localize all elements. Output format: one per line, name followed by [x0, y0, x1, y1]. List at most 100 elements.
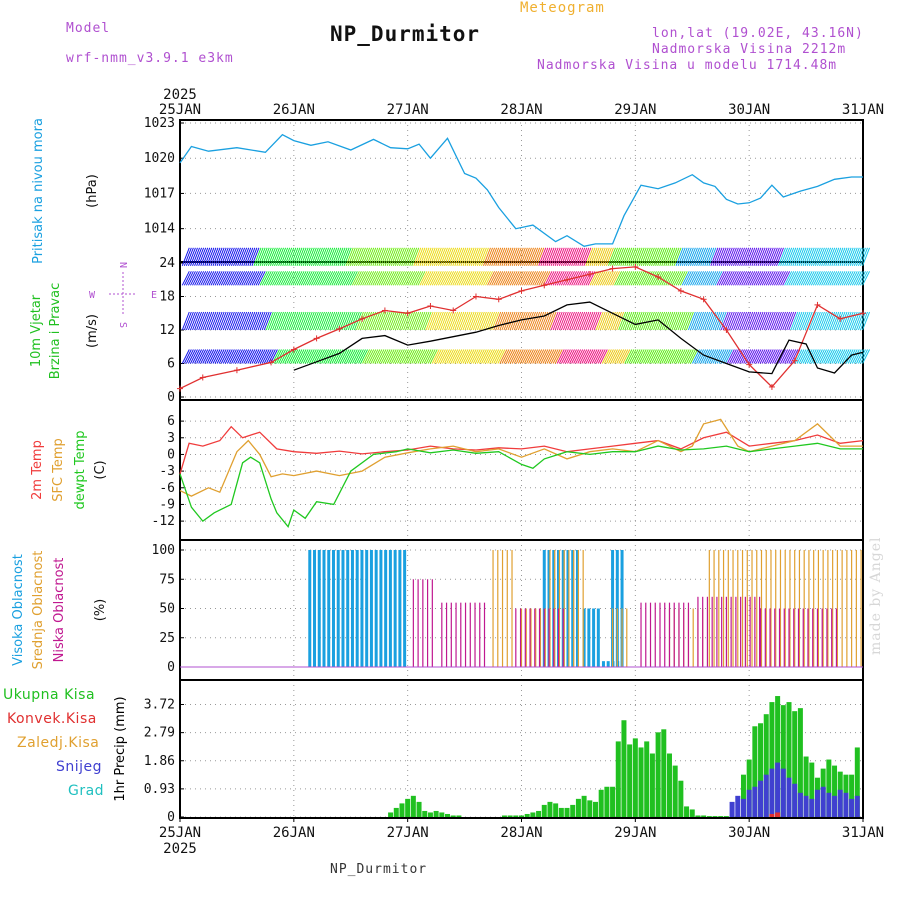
wind-barb	[329, 271, 338, 286]
wind-barb	[480, 271, 489, 286]
wind-barb	[769, 311, 778, 331]
wind-barb	[782, 349, 791, 364]
wind-barb	[505, 311, 514, 331]
wind-barb	[218, 349, 227, 364]
wind-barb	[853, 247, 862, 266]
precip-bar-ukupna kisa	[553, 803, 559, 817]
wind-barb	[237, 247, 246, 266]
wind-barb	[280, 349, 289, 364]
wind-barb	[796, 271, 805, 286]
wind-barb	[630, 311, 639, 331]
wind-barb	[810, 349, 819, 364]
wind-barb	[214, 271, 223, 286]
wind-barb	[296, 349, 305, 364]
wind-barb	[323, 271, 332, 286]
wind-barb	[433, 247, 442, 266]
wind-barb	[542, 311, 551, 331]
wind-barb	[364, 349, 373, 364]
wind-barb	[521, 271, 530, 286]
wind-barb	[271, 247, 280, 266]
precip-bar-ukupna kisa	[598, 789, 604, 817]
wind-barb	[427, 247, 436, 266]
wind-barb	[862, 247, 871, 266]
wind-barb	[306, 271, 315, 286]
wind-barb	[257, 247, 266, 266]
wind-barb	[747, 311, 756, 331]
wind-barb	[831, 247, 840, 266]
wind-barb	[640, 311, 649, 331]
wind-barb	[552, 349, 561, 364]
wind-barb	[839, 349, 848, 364]
wind-barb	[790, 247, 799, 266]
wind-barb	[448, 311, 457, 331]
precip-bar-ukupna kisa	[621, 720, 627, 817]
wind-barb	[390, 311, 399, 331]
wind-barb	[321, 311, 330, 331]
wind-barb	[204, 311, 213, 331]
precip-bar-ukupna kisa	[701, 815, 707, 817]
wind-barb	[423, 349, 432, 364]
temperature-ylabel: dewpt Temp	[73, 430, 88, 509]
wind-barb	[355, 349, 364, 364]
wind-barb	[521, 349, 530, 364]
wind-barb	[347, 349, 356, 364]
wind-barb	[685, 349, 694, 364]
wind-barb	[681, 349, 690, 364]
wind-barb	[739, 311, 748, 331]
wind-ylabel: 10m Vjetar	[29, 294, 44, 367]
wind-barb	[577, 247, 586, 266]
wind-barb	[794, 247, 803, 266]
wind-barb	[216, 271, 225, 286]
wind-barb	[360, 311, 369, 331]
wind-barb	[560, 349, 569, 364]
wind-barb	[759, 271, 768, 286]
wind-barb	[226, 311, 235, 331]
wind-barb	[284, 271, 293, 286]
wind-barb	[513, 271, 522, 286]
wind-barb	[847, 271, 856, 286]
wind-barb	[780, 247, 789, 266]
wind-barb	[784, 271, 793, 286]
wind-barb	[749, 311, 758, 331]
wind-barb	[716, 311, 725, 331]
wind-barb	[675, 247, 684, 266]
wind-barb	[630, 247, 639, 266]
wind-barb	[700, 311, 709, 331]
wind-barb	[732, 247, 741, 266]
wind-barb	[630, 271, 639, 286]
wind-barb	[407, 311, 416, 331]
wind-barb	[231, 271, 239, 286]
wind-barb	[556, 349, 565, 364]
wind-barb	[833, 311, 842, 331]
wind-barb	[597, 311, 606, 331]
precip-bar-ukupna kisa	[649, 753, 655, 817]
wind-barb	[470, 349, 479, 364]
wind-barb	[384, 311, 393, 331]
wind-barb	[364, 247, 373, 266]
wind-barb	[485, 349, 493, 364]
wind-barb	[849, 349, 858, 364]
wind-barb	[278, 311, 287, 331]
wind-barb	[653, 247, 662, 266]
wind-barb	[269, 311, 278, 331]
wind-barb	[220, 247, 229, 266]
wind-barb	[788, 247, 797, 266]
wind-barb	[183, 247, 192, 266]
wind-barb	[575, 311, 584, 331]
wind-barb	[339, 311, 348, 331]
wind-barb	[433, 349, 442, 364]
precip-bar-snijeg	[854, 795, 860, 817]
wind-barb	[394, 271, 403, 286]
wind-barb	[794, 311, 803, 331]
wind-barb	[407, 349, 416, 364]
wind-barb	[661, 311, 670, 331]
precip-bar-ukupna kisa	[752, 726, 758, 817]
wind-barb	[282, 271, 291, 286]
wind-barb	[427, 271, 436, 286]
wind-barb	[710, 311, 719, 331]
wind-barb	[786, 247, 795, 266]
wind-barb	[722, 271, 731, 286]
wind-barb	[200, 349, 209, 364]
wind-barb	[245, 349, 254, 364]
wind-barb	[433, 271, 442, 286]
